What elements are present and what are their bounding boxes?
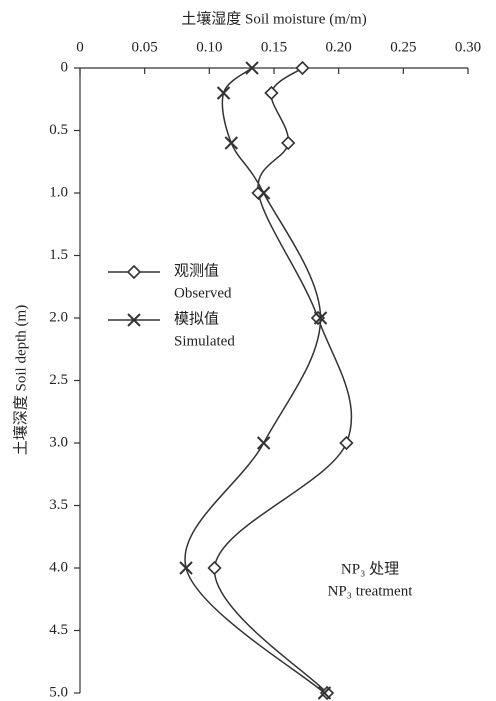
y-tick-label: 4.5 [49,622,68,638]
marker [207,560,222,576]
y-tick-label: 3.0 [49,434,68,450]
x-tick-label: 0.25 [390,39,416,55]
marker [179,561,193,575]
marker [313,311,328,325]
marker [216,86,231,100]
y-axis-title: 土壤深度 Soil depth (m) [11,305,29,455]
x-axis-title: 土壤湿度 Soil moisture (m/m) [181,9,366,27]
legend-marker [127,313,141,327]
marker [317,686,332,700]
y-tick-label: 4.0 [49,559,68,575]
y-tick-label: 1.0 [49,184,68,200]
marker [281,135,296,151]
annotation: NP₃ 处理 [341,560,399,577]
marker [224,136,239,150]
y-tick-label: 0.5 [49,122,68,138]
marker [339,435,354,451]
marker [245,61,259,75]
y-tick-label: 2.5 [49,372,68,388]
marker [264,85,279,101]
x-tick-label: 0.05 [132,39,158,55]
legend-label: Observed [174,285,232,301]
marker [256,436,271,450]
x-tick-label: 0.20 [326,39,352,55]
y-tick-label: 3.5 [49,497,68,513]
x-tick-label: 0.10 [196,39,222,55]
x-tick-label: 0.15 [261,39,287,55]
x-tick-label: 0 [76,39,84,55]
annotation: NP₃ treatment [328,583,414,599]
marker [256,186,271,200]
y-tick-label: 0 [61,59,69,75]
series-line [184,67,325,694]
y-tick-label: 5.0 [49,684,68,700]
y-tick-label: 2.0 [49,309,68,325]
y-tick-label: 1.5 [49,247,68,263]
legend-label: 观测值 [174,262,219,279]
marker [295,60,310,76]
legend-marker [126,264,142,280]
legend-label: 模拟值 [174,310,219,327]
marker [310,310,326,326]
legend-label: Simulated [174,333,235,349]
x-tick-label: 0.30 [455,39,481,55]
